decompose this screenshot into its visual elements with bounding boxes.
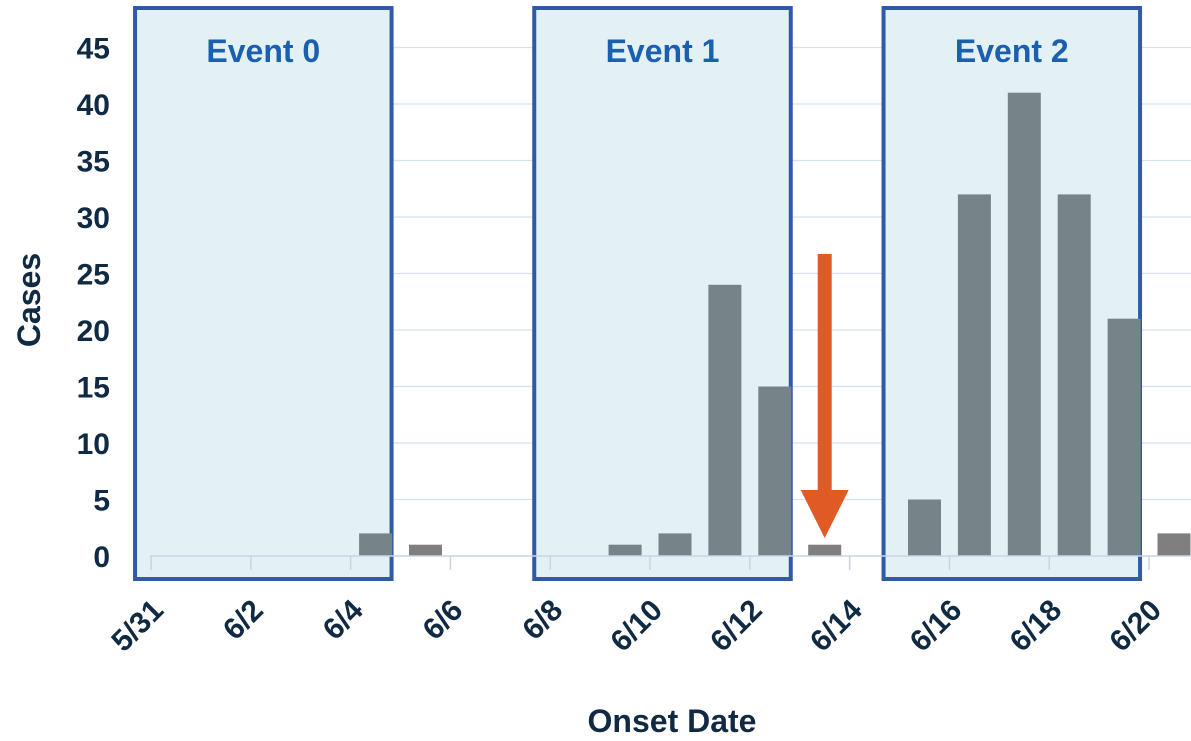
bars: [359, 92, 1191, 556]
y-tick-label-40: 40: [77, 89, 110, 122]
y-axis-label: Cases: [11, 253, 47, 347]
bar-6-20: [1157, 533, 1191, 556]
bar-6-4: [359, 533, 393, 556]
y-tick-label-25: 25: [77, 259, 110, 292]
x-tick-label-6-8: 6/8: [516, 594, 569, 647]
x-tick-label-6-14: 6/14: [804, 593, 869, 658]
bar-6-13: [808, 544, 842, 556]
y-tick-label-10: 10: [77, 428, 110, 461]
x-tick-label-6-10: 6/10: [604, 594, 669, 659]
y-tick-label-5: 5: [93, 485, 110, 518]
x-tick-label-6-18: 6/18: [1004, 594, 1069, 659]
bar-6-16: [957, 194, 991, 556]
bar-6-10: [658, 533, 692, 556]
x-axis: [150, 555, 1191, 570]
y-tick-label-45: 45: [77, 33, 110, 66]
bar-6-12: [758, 386, 792, 556]
y-tick-label-15: 15: [77, 372, 110, 405]
bar-6-11: [708, 284, 742, 556]
event-box-1: [532, 6, 793, 581]
event-box-0: [133, 6, 394, 581]
x-tick-label-6-4: 6/4: [317, 593, 370, 646]
event-label-2: Event 2: [955, 33, 1069, 69]
x-tick-label-6-16: 6/16: [904, 594, 969, 659]
event-label-0: Event 0: [206, 33, 320, 69]
x-tick-label-6-12: 6/12: [704, 594, 769, 659]
arrow-shaft: [817, 254, 832, 490]
y-tick-label-20: 20: [77, 315, 110, 348]
bar-6-19: [1107, 318, 1141, 556]
bar-6-17: [1007, 92, 1041, 556]
y-tick-label-35: 35: [77, 146, 110, 179]
x-axis-label: Onset Date: [588, 703, 757, 739]
x-tick-labels: 5/31 6/2 6/4 6/6 6/8 6/10 6/12 6/14 6/16 6/18 6/20: [105, 593, 1168, 658]
x-tick-label-5-31: 5/31: [105, 594, 170, 659]
x-tick-label-6-20: 6/20: [1103, 594, 1168, 659]
event-boxes: Event 0 Event 1 Event 2: [133, 6, 1143, 581]
bar-6-18: [1057, 194, 1091, 556]
y-tick-label-0: 0: [93, 541, 110, 574]
bar-6-15: [908, 499, 941, 556]
y-tick-label-30: 30: [77, 202, 110, 235]
arrow-0: [800, 254, 849, 538]
arrows: [800, 254, 849, 538]
y-tick-labels: 0 5 10 15 20 25 30 35 40 45: [77, 33, 110, 575]
arrow-head: [800, 490, 849, 538]
bar-6-5: [409, 544, 442, 556]
x-tick-label-6-2: 6/2: [217, 594, 270, 647]
event-label-1: Event 1: [606, 33, 720, 69]
bar-6-9: [608, 544, 642, 556]
x-tick-label-6-6: 6/6: [417, 594, 470, 647]
